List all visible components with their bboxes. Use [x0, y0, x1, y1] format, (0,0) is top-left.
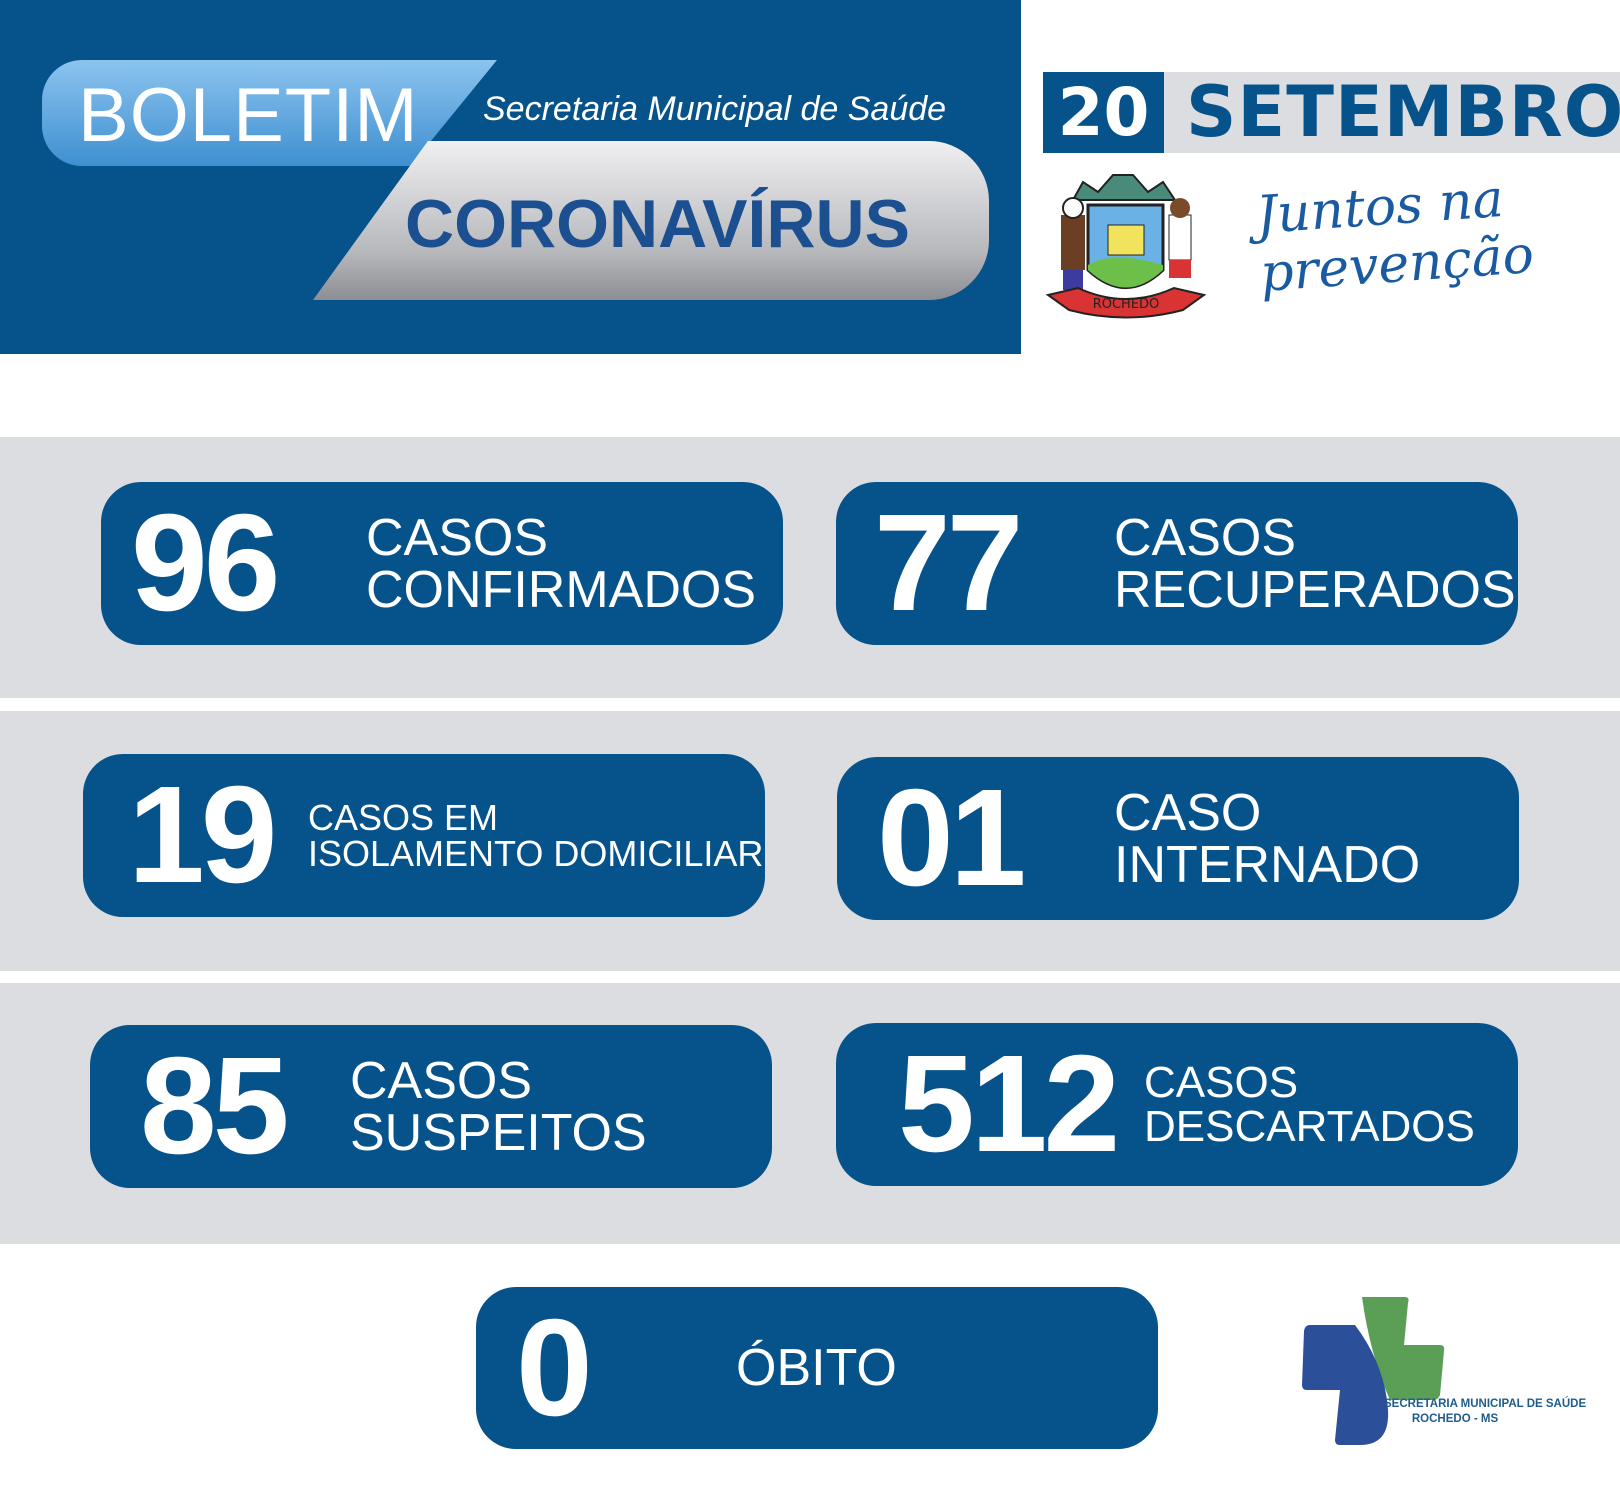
date-month: SETEMBRO [1186, 71, 1620, 153]
stat-card-isolamento: 19 CASOS EM ISOLAMENTO DOMICILIAR [83, 754, 765, 917]
stat-card-obito: 0 ÓBITO [476, 1287, 1158, 1449]
boletim-title: BOLETIM [78, 73, 419, 158]
logo-line2: ROCHEDO - MS [1412, 1413, 1499, 1425]
stat-label: ÓBITO [736, 1339, 897, 1397]
stat-label: CASOS CONFIRMADOS [366, 508, 756, 619]
boletim-pill [42, 60, 497, 166]
stat-value: 512 [898, 1027, 1120, 1181]
stat-value: 19 [128, 758, 278, 912]
coronavirus-title: CORONAVÍRUS [405, 186, 910, 262]
stat-card-internado: 01 CASO INTERNADO [837, 757, 1519, 920]
stat-label: CASOS DESCARTADOS [1144, 1057, 1475, 1151]
stat-label: CASO INTERNADO [1114, 783, 1421, 894]
stat-value: 77 [874, 486, 1024, 640]
stat-card-descartados: 512 CASOS DESCARTADOS [836, 1023, 1518, 1186]
logo-line1: SECRETARIA MUNICIPAL DE SAÚDE [1384, 1397, 1586, 1410]
stat-value: 0 [516, 1290, 593, 1445]
date-day: 20 [1043, 72, 1164, 153]
stat-value: 85 [140, 1029, 290, 1183]
stat-card-recuperados: 77 CASOS RECUPERADOS [836, 482, 1518, 645]
stat-label: CASOS EM ISOLAMENTO DOMICILIAR [308, 796, 764, 874]
stat-card-suspeitos: 85 CASOS SUSPEITOS [90, 1025, 772, 1188]
secretaria-saude-logo-icon: SECRETARIA MUNICIPAL DE SAÚDE ROCHEDO - … [1302, 1297, 1586, 1445]
slogan: Juntos na prevenção [1254, 169, 1536, 304]
coronavirus-banner [313, 141, 989, 300]
secretaria-subtitle: Secretaria Municipal de Saúde [483, 90, 947, 128]
stat-value: 96 [131, 486, 281, 640]
stat-label: CASOS RECUPERADOS [1114, 508, 1516, 619]
stat-value: 01 [877, 761, 1027, 915]
stat-label: CASOS SUSPEITOS [350, 1051, 647, 1162]
rochedo-crest-icon: ROCHEDO [1045, 174, 1207, 319]
stat-card-confirmados: 96 CASOS CONFIRMADOS [101, 482, 783, 645]
crest-label: ROCHEDO [1093, 297, 1160, 312]
